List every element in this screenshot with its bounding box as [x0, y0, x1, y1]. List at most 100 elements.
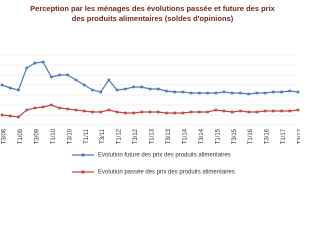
point [255, 91, 259, 95]
chart-title: Perception par les ménages des évolution… [30, 4, 275, 23]
title-box: Perception par les ménages des évolution… [30, 4, 275, 23]
point [206, 110, 209, 114]
x-tick-label: T1/13 [150, 128, 156, 144]
point [91, 88, 94, 92]
point [33, 106, 37, 110]
point [247, 110, 250, 114]
point [247, 92, 250, 96]
point [288, 89, 292, 93]
point [272, 109, 275, 113]
x-tick-label: T3/16 [265, 128, 271, 144]
point [280, 109, 283, 113]
x-tick-label: T1/12 [117, 128, 123, 144]
x-tick-label: T1/10 [51, 128, 57, 144]
point [173, 90, 176, 94]
point [181, 90, 185, 94]
point [25, 108, 28, 112]
point [140, 85, 144, 89]
point [91, 110, 94, 114]
point [173, 111, 176, 115]
x-tick-label: T3/11 [100, 128, 106, 144]
point [214, 91, 218, 95]
point [50, 103, 53, 107]
point [189, 110, 193, 114]
page: Perception par les ménages des évolution… [0, 0, 300, 186]
x-tick-label: T3/14 [199, 128, 205, 144]
x-tick-label: T3/08 [2, 128, 8, 144]
point [124, 87, 127, 91]
point [74, 108, 78, 112]
point [33, 61, 37, 65]
legend-label: Evolution passée des prix des produits a… [98, 170, 235, 176]
background [0, 0, 300, 186]
point [74, 78, 78, 82]
point [41, 105, 45, 109]
point [17, 115, 20, 119]
x-tick-label: T3/12 [133, 128, 139, 144]
point [148, 110, 152, 114]
point [255, 110, 259, 114]
point [263, 91, 267, 95]
point [132, 85, 135, 89]
point [206, 91, 209, 95]
point [288, 109, 292, 113]
x-tick-label: T3/10 [67, 128, 73, 144]
x-tick-label: T3/09 [34, 128, 40, 144]
x-tick-label: T1/11 [84, 128, 90, 144]
point [58, 106, 61, 110]
point [8, 114, 12, 118]
point [50, 75, 53, 79]
point [222, 90, 226, 94]
point [198, 91, 201, 95]
point [115, 110, 119, 114]
point [222, 109, 226, 113]
legend-marker [81, 153, 85, 157]
point [41, 60, 45, 64]
point [132, 111, 135, 115]
point [99, 90, 102, 94]
point [66, 107, 70, 111]
point [263, 109, 267, 113]
point [280, 90, 283, 94]
point [189, 91, 193, 95]
x-tick-label: T1/15 [215, 128, 221, 144]
point [156, 87, 160, 91]
point [239, 109, 242, 113]
x-tick-label: T3/15 [232, 128, 238, 144]
point [148, 87, 152, 91]
point [198, 110, 201, 114]
point [296, 90, 300, 94]
point [181, 111, 185, 115]
legend-marker [81, 170, 85, 174]
point [0, 113, 4, 117]
point [107, 78, 111, 82]
x-tick-label: T1/16 [248, 128, 254, 144]
chart: Perception par les ménages des évolution… [0, 0, 300, 186]
point [230, 110, 234, 114]
point [17, 88, 20, 92]
x-tick-label: T1/14 [182, 128, 188, 144]
x-tick-label: T1/17 [281, 128, 287, 144]
point [165, 111, 168, 115]
point [165, 89, 168, 93]
point [0, 83, 4, 87]
point [230, 91, 234, 95]
point [296, 108, 300, 112]
point [272, 90, 275, 94]
point [124, 111, 127, 115]
point [156, 110, 160, 114]
point [140, 110, 144, 114]
point [58, 73, 61, 77]
point [214, 108, 218, 112]
point [107, 108, 111, 112]
x-tick-label: T1/09 [18, 128, 24, 144]
x-tick-label: T3/13 [166, 128, 172, 144]
point [115, 88, 119, 92]
point [82, 83, 86, 87]
x-tick-label: T3/17 [298, 128, 300, 144]
point [99, 110, 102, 114]
point [25, 66, 28, 70]
legend-label: Evolution future des prix des produits a… [98, 153, 231, 159]
point [8, 86, 12, 90]
point [66, 73, 70, 77]
